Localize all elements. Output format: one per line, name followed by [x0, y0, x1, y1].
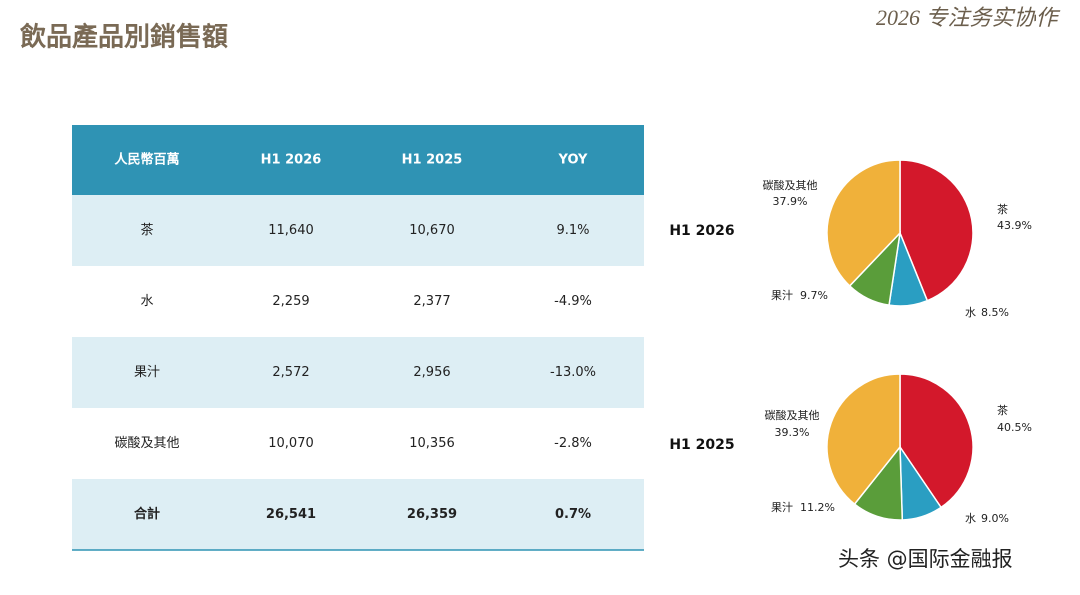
pie-slice — [899, 373, 974, 509]
table-cell: 10,356 — [409, 436, 455, 451]
table-cell: -4.9% — [554, 294, 592, 309]
slice-value-label: 40.5% — [997, 421, 1032, 434]
table-cell: 合計 — [134, 506, 160, 522]
slice-category: 碳酸及其他 — [765, 408, 820, 422]
column-header: YOY — [558, 153, 589, 168]
table-cell: 26,541 — [266, 507, 316, 522]
column-header: 人民幣百萬 — [114, 152, 179, 168]
table-cell: -13.0% — [550, 365, 596, 380]
table-cell: 10,070 — [268, 436, 314, 451]
row-bg — [72, 195, 644, 266]
slice-value-label: 37.9% — [773, 195, 808, 208]
row-bg — [72, 479, 644, 550]
slice-category: 茶 — [997, 203, 1008, 216]
slice-value-label: 39.3% — [775, 426, 810, 439]
slice-value-label: 43.9% — [997, 219, 1032, 232]
slice-value-label: 9.0% — [981, 512, 1009, 525]
column-header: H1 2025 — [402, 153, 463, 168]
slice-value-label: 8.5% — [981, 306, 1009, 319]
table-cell: 11,640 — [268, 223, 314, 238]
slice-category: 茶 — [997, 404, 1008, 417]
table-cell: 2,956 — [413, 365, 450, 380]
slice-category: 碳酸及其他 — [763, 178, 818, 192]
table-cell: -2.8% — [554, 436, 592, 451]
table-cell: 0.7% — [555, 507, 591, 522]
pie-title: H1 2025 — [669, 437, 734, 453]
table-cell: 26,359 — [407, 507, 457, 522]
pie-slice — [826, 373, 901, 506]
column-header: H1 2026 — [261, 153, 322, 168]
table-cell: 茶 — [140, 222, 153, 238]
watermark: 头条 @国际金融报 — [838, 547, 1013, 571]
table-cell: 2,377 — [413, 294, 450, 309]
slide-title: 飲品產品別銷售額 — [19, 22, 228, 53]
pie-title: H1 2026 — [669, 223, 734, 239]
table-cell: 2,259 — [272, 294, 309, 309]
pie-slice — [899, 159, 974, 302]
table-cell: 10,670 — [409, 223, 455, 238]
slice-value-label: 9.7% — [800, 289, 828, 302]
slice-category: 水 — [965, 306, 976, 319]
table-cell: 果汁 — [134, 365, 160, 380]
row-bg — [72, 337, 644, 408]
slice-category: 果汁 — [771, 501, 793, 514]
table-header-bg — [72, 125, 644, 195]
slice-category: 水 — [965, 512, 976, 525]
slice-value-label: 11.2% — [800, 501, 835, 514]
slice-category: 果汁 — [771, 289, 793, 302]
table-cell: 2,572 — [272, 365, 309, 380]
table-cell: 水 — [140, 294, 153, 309]
slogan: 2026 专注务实协作 — [876, 5, 1061, 30]
table-cell: 碳酸及其他 — [114, 436, 179, 451]
table-cell: 9.1% — [556, 223, 589, 238]
pie-slice — [826, 159, 901, 287]
